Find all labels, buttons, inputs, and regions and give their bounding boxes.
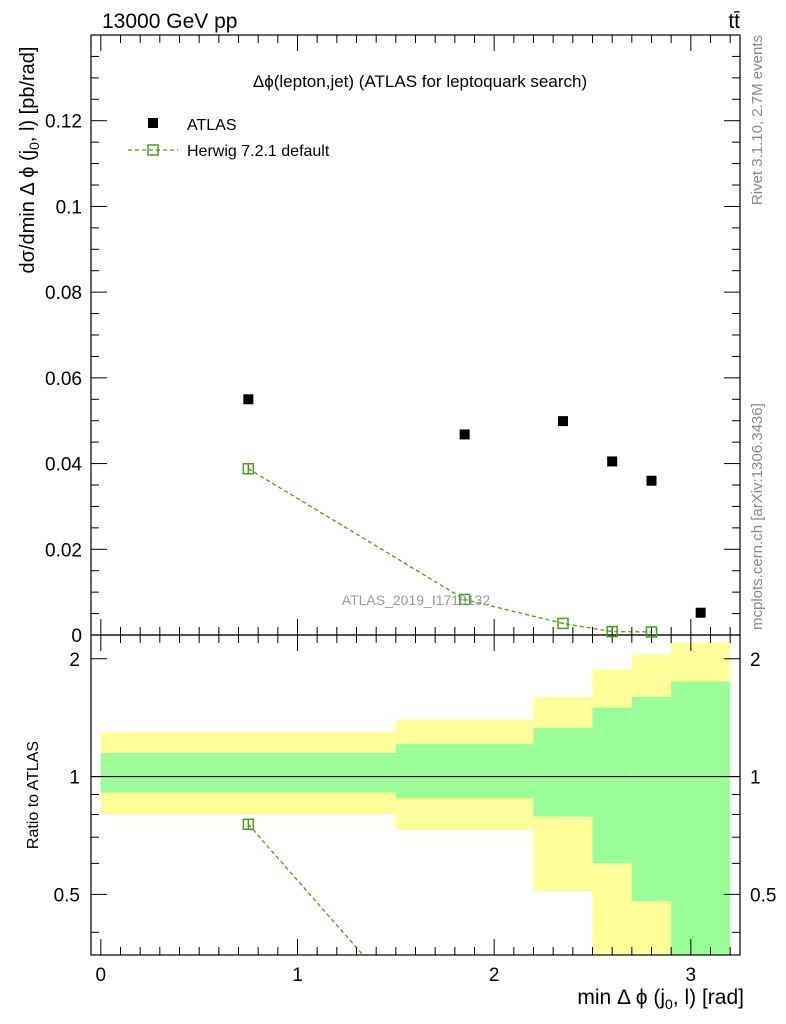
y-tick-label: 0.12 <box>45 112 82 133</box>
x-label-subscript: 0 <box>665 996 673 1012</box>
herwig-point <box>606 625 618 638</box>
labels: 13000 GeV pp tt̄ Δϕ(lepton,jet) (ATLAS f… <box>17 10 776 1012</box>
y-label-subscript: 0 <box>26 142 42 150</box>
herwig-point <box>242 462 255 475</box>
legend-atlas-marker <box>148 118 158 128</box>
y-tick-label: 0.02 <box>45 540 82 561</box>
herwig-ratio-line <box>247 823 364 955</box>
mcplots-label: mcplots.cern.ch [arXiv:1306.3436] <box>749 403 766 630</box>
herwig-point <box>458 593 471 606</box>
atlas-data-point <box>695 607 706 618</box>
y-label-part-a: dσ/dmin Δ ϕ (j <box>17 150 39 274</box>
rivet-label: Rivet 3.1.10, 2.7M events <box>749 35 766 205</box>
y-tick-label: 0.04 <box>45 455 82 476</box>
x-tick-label: 3 <box>686 965 697 986</box>
ratio-bands <box>100 642 731 955</box>
y-tick-label: 0 <box>71 626 82 647</box>
atlas-data-point <box>459 429 470 440</box>
ratio-inner-band-2 <box>533 728 593 817</box>
ratio-inner-band-5 <box>671 681 731 955</box>
y-tick-label: 0.1 <box>56 197 82 218</box>
atlas-data-point <box>646 475 657 486</box>
x-tick-label: 1 <box>292 965 303 986</box>
axis-ticks <box>91 34 740 955</box>
legend: ATLAS Herwig 7.2.1 default <box>128 117 330 160</box>
ratio-y-tick-label-right: 0.5 <box>750 885 776 906</box>
x-axis-label: min Δ ϕ (j0, l) [rad] <box>577 986 744 1012</box>
ratio-inner-band-3 <box>592 707 632 864</box>
herwig-ratio-point <box>242 818 255 831</box>
x-label-part-a: min Δ ϕ (j <box>577 986 665 1009</box>
legend-atlas-label: ATLAS <box>187 117 237 134</box>
ratio-inner-band-1 <box>395 744 534 799</box>
herwig-point <box>645 626 658 638</box>
header-left: 13000 GeV pp <box>102 10 237 33</box>
main-y-axis-label: dσ/dmin Δ ϕ (j0, l) [pb/rad] <box>17 46 42 273</box>
ratio-y-tick-label: 2 <box>69 650 80 671</box>
y-tick-label: 0.08 <box>45 283 82 304</box>
x-tick-label: 2 <box>489 965 500 986</box>
herwig-point <box>557 617 569 630</box>
ratio-y-tick-label-right: 2 <box>750 650 761 671</box>
ratio-y-tick-label: 1 <box>69 768 80 789</box>
header-right: tt̄ <box>728 10 740 33</box>
x-tick-label: 0 <box>96 965 107 986</box>
legend-herwig-marker <box>147 144 159 156</box>
legend-herwig-label: Herwig 7.2.1 default <box>187 143 330 160</box>
ratio-y-tick-label: 0.5 <box>54 885 80 906</box>
data-markers <box>242 394 706 831</box>
plot-title: Δϕ(lepton,jet) (ATLAS for leptoquark sea… <box>253 72 587 91</box>
y-label-part-b: , l) [pb/rad] <box>17 46 39 142</box>
ratio-y-tick-label-right: 1 <box>750 768 761 789</box>
watermark: ATLAS_2019_I1718132 <box>342 592 491 608</box>
ratio-inner-band-0 <box>100 752 396 793</box>
y-tick-label: 0.06 <box>45 369 82 390</box>
atlas-data-point <box>243 394 254 405</box>
atlas-data-point <box>607 456 618 467</box>
ratio-inner-band-4 <box>631 696 672 902</box>
ratio-y-axis-label: Ratio to ATLAS <box>25 741 42 849</box>
atlas-data-point <box>558 416 568 427</box>
x-label-part-b: , l) [rad] <box>673 986 744 1009</box>
